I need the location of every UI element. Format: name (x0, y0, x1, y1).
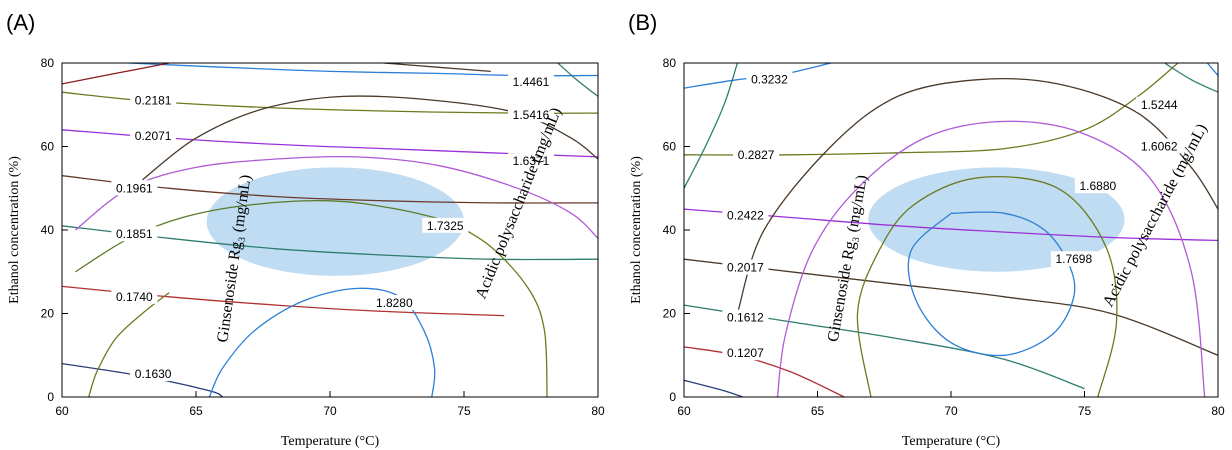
y-tick-label: 80 (41, 56, 55, 70)
contour-label-bg (722, 207, 769, 223)
contour-line-1_6062 (776, 120, 1206, 397)
contour-line-0_1630 (62, 362, 224, 397)
contour-label-bg (1136, 96, 1183, 112)
x-axis-title: Temperature (°C) (281, 434, 380, 449)
contour-line-1_6371 (74, 155, 598, 239)
contour-label: 1.6062 (1141, 140, 1178, 154)
panel-a: (A) 0.2181 0.2071 0.1961 0.1851 0.1740 0.1630 1… (6, 10, 605, 449)
contour-line-1_5416 (141, 95, 598, 181)
contour-label-bg (1074, 178, 1121, 194)
contour-label-bg (111, 226, 158, 242)
contour-label: 1.8280 (376, 296, 413, 310)
y-tick-label: 60 (41, 140, 55, 154)
contour-label-bg (733, 146, 780, 162)
y-tick-label: 80 (663, 56, 677, 70)
contour-label-bg (508, 107, 554, 123)
contour-label-bg (722, 259, 769, 275)
x-tick-label: 75 (457, 404, 471, 418)
x-tick-label: 70 (323, 404, 337, 418)
contour-label: 0.1851 (116, 227, 153, 241)
x-tick-label: 60 (677, 404, 691, 418)
contour-label: 1.6371 (513, 154, 550, 168)
contour-label-bg (422, 217, 469, 233)
contour-line (62, 63, 170, 85)
y-tick-label: 0 (669, 390, 676, 404)
contour-line-0_2827 (684, 63, 1179, 156)
contour-line (450, 221, 548, 397)
contour-label: 1.7325 (427, 219, 464, 233)
contour-label-bg (746, 71, 793, 87)
contour-label: 0.1740 (116, 290, 153, 304)
contour-label: 0.3232 (751, 73, 788, 87)
contour-line (684, 63, 739, 189)
contour-lines (62, 63, 598, 397)
contour-label: 0.1612 (727, 311, 764, 325)
x-tick-label: 65 (811, 404, 825, 418)
contour-label-bg (508, 73, 554, 89)
contour-lines (684, 63, 1218, 397)
contour-line-1_6880 (856, 176, 1118, 397)
contour-label-bg (722, 309, 769, 325)
contour-label: 0.1207 (727, 346, 764, 360)
contour-label-bg (130, 92, 177, 108)
x-tick-label: 60 (55, 404, 69, 418)
y-tick-label: 40 (663, 223, 677, 237)
contour-label-bg (111, 180, 158, 196)
x-tick-label: 80 (1211, 404, 1225, 418)
x-axis-title: Temperature (°C) (902, 434, 1001, 449)
contour-label: 1.4461 (513, 75, 550, 89)
contour-label: 1.7698 (1055, 252, 1092, 266)
contour-label: 0.2422 (727, 208, 764, 222)
contour-label: 0.2071 (135, 129, 172, 143)
x-tick-label: 70 (944, 404, 958, 418)
y-tick-label: 20 (41, 307, 55, 321)
panel-label: (A) (6, 10, 35, 35)
panel-label: (B) (628, 10, 657, 35)
contour-label: 0.1630 (135, 367, 172, 381)
contour-line (684, 379, 743, 397)
contour-line-1_8280 (208, 287, 436, 397)
contour-line-1_4461 (128, 63, 598, 77)
contour-label: 1.6880 (1079, 179, 1116, 193)
contour-label: 0.2181 (135, 94, 172, 108)
contour-label: 1.5244 (1141, 98, 1178, 112)
contour-line (1164, 63, 1218, 93)
contour-line-0_2017 (684, 258, 1218, 356)
contour-label-bg (1050, 251, 1097, 267)
x-tick-label: 80 (591, 404, 605, 418)
contour-label: 0.2017 (727, 261, 764, 275)
contour-label-bg (371, 295, 418, 311)
panel-b: (B) 0.3232 0.2827 0.2422 0.2017 0.1612 0.1207 1… (628, 10, 1225, 449)
contour-line-0_2422 (684, 208, 1218, 242)
contour-line (557, 63, 598, 97)
y-tick-label: 0 (47, 390, 54, 404)
y-tick-label: 20 (663, 307, 677, 321)
contour-label-bg (130, 366, 177, 382)
contour-label: 0.2827 (738, 148, 775, 162)
contour-line-1_7698 (907, 211, 1076, 357)
contour-label: 0.1961 (116, 181, 153, 195)
contour-line-0_1207 (684, 346, 845, 397)
contour-label-bg (1136, 138, 1183, 154)
y-tick-label: 60 (663, 140, 677, 154)
y-tick-label: 40 (41, 223, 55, 237)
contour-line (88, 292, 170, 397)
contour-label-bg (130, 128, 177, 144)
x-tick-label: 75 (1078, 404, 1092, 418)
y-axis-title: Ethanol concentration (%) (7, 156, 22, 304)
contour-line (383, 63, 491, 73)
contour-label-bg (111, 288, 158, 304)
y-axis-title: Ethanol concentration (%) (629, 156, 644, 304)
contour-label-bg (722, 345, 769, 361)
contour-line (1206, 63, 1218, 76)
contour-label: 1.5416 (513, 108, 550, 122)
x-tick-label: 65 (189, 404, 203, 418)
contour-label-bg (508, 153, 554, 169)
